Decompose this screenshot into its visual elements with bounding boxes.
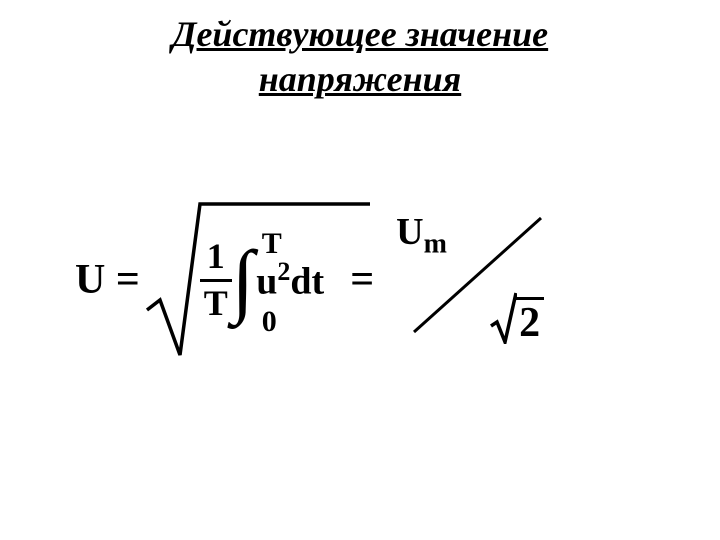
- integral-block: T ∫ 0: [232, 239, 254, 321]
- sqrt2-wrap: 2: [489, 292, 544, 344]
- diagonal-fraction: Um 2: [386, 210, 556, 350]
- sqrt2-radicand: 2: [515, 297, 544, 344]
- diag-denominator: 2: [489, 292, 544, 344]
- radical-symbol: [142, 200, 372, 360]
- sqrt2-radical: [489, 292, 517, 344]
- formula-lhs: U =: [75, 256, 140, 304]
- formula: U = 1 T T ∫ 0 u2dt = Um: [75, 210, 556, 350]
- title-line-1: Действующее значение: [172, 14, 548, 54]
- integral-symbol: ∫: [232, 234, 254, 325]
- title-line-2: напряжения: [259, 59, 461, 99]
- integral-upper-limit: T: [262, 227, 282, 261]
- variable-u: U: [75, 257, 105, 303]
- equals-1: =: [105, 257, 139, 303]
- sqrt-block: 1 T T ∫ 0 u2dt: [154, 215, 324, 345]
- title-container: Действующее значение напряжения: [0, 12, 720, 102]
- integral-lower-limit: 0: [262, 305, 277, 339]
- page-title: Действующее значение напряжения: [172, 12, 548, 102]
